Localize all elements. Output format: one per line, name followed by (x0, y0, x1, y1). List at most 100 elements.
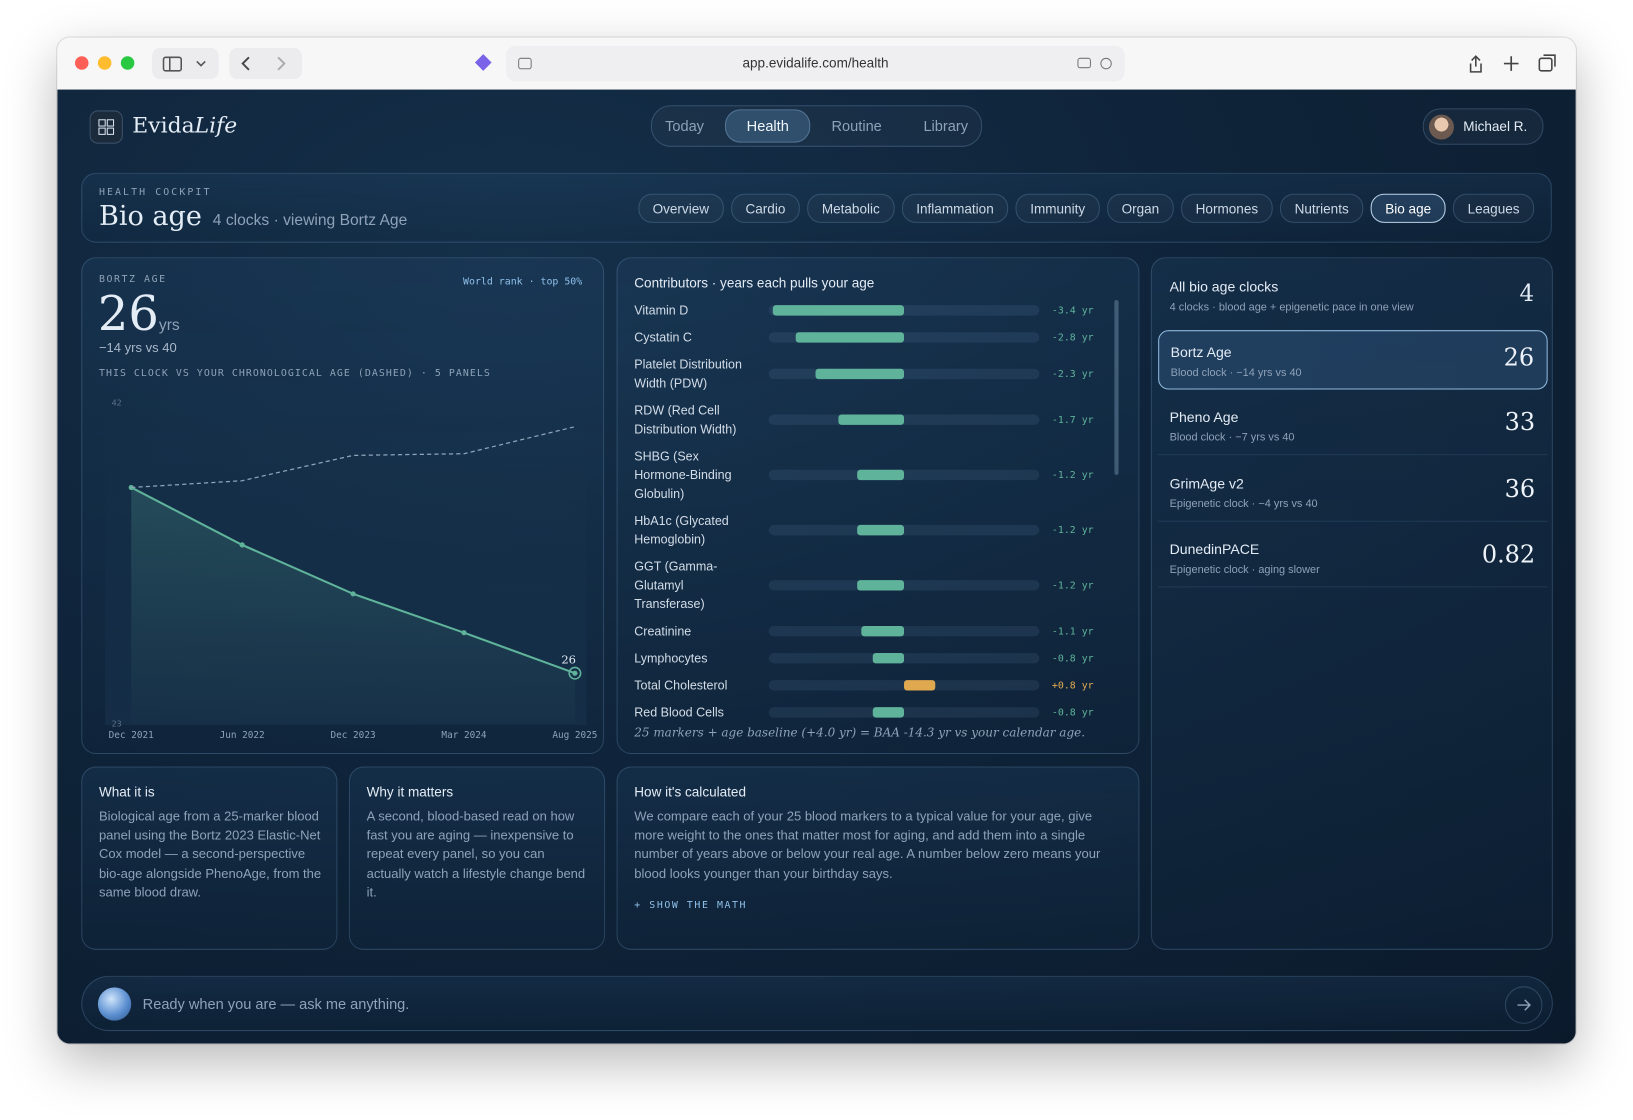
x-tick-label: Aug 2025 (552, 730, 597, 741)
info-card: Why it matters A second, blood-based rea… (348, 766, 606, 950)
value-label: -3.4 yr (1051, 304, 1094, 317)
tab[interactable]: Immunity (1015, 193, 1100, 223)
scrollbar[interactable] (1114, 299, 1119, 475)
clock-row[interactable]: GrimAge v2 Epigenetic clock · −4 yrs vs 4… (1158, 462, 1548, 522)
contributor-row[interactable]: Red Blood Cells -0.8 yr (634, 699, 1124, 722)
contributor-row[interactable]: RDW (Red Cell Distribution Width) -1.7 yr (634, 397, 1124, 443)
marker-name: SHBG (Sex Hormone-Binding Globulin) (634, 448, 732, 501)
card-body: We compare each of your 25 blood markers… (634, 809, 1101, 881)
logo-glyph (98, 119, 115, 135)
point (350, 591, 356, 597)
clock-name: GrimAge v2 (1169, 475, 1244, 492)
nav-item[interactable]: Today (665, 117, 704, 135)
bar (873, 707, 905, 718)
url: app.evidalife.com/health (742, 55, 889, 71)
history-buttons[interactable] (229, 47, 303, 80)
bar (795, 332, 905, 343)
nav-item[interactable]: Routine (831, 117, 882, 135)
x-tick-label: Dec 2023 (331, 730, 376, 741)
value-label: -0.8 yr (1051, 652, 1094, 664)
tab[interactable]: Organ (1106, 193, 1174, 223)
nav-item[interactable]: Health (724, 109, 811, 143)
contributor-row[interactable]: Lymphocytes -0.8 yr (634, 645, 1124, 672)
clocks-panel: All bio age clocks 4 clocks · blood age … (1150, 257, 1553, 950)
marker-name: Cystatin C (634, 330, 692, 345)
user-menu[interactable]: Michael R. (1422, 108, 1544, 145)
chart-caption: THIS CLOCK VS YOUR CHRONOLOGICAL AGE (DA… (98, 367, 491, 380)
tab[interactable]: Nutrients (1279, 193, 1364, 223)
trend-chart: 23 42 Dec 2021 Jun 2022 Dec 2023 Mar 2024 Aug … (105, 393, 597, 741)
contributor-row[interactable]: Platelet Distribution Width (PDW) -2.3 yr (634, 351, 1124, 397)
close-button[interactable] (74, 56, 89, 70)
value-label: -1.2 yr (1051, 524, 1094, 536)
contributors-title: Contributors · years each pulls your age (634, 274, 875, 291)
card-title: What it is (98, 784, 155, 800)
extension-icon[interactable] (473, 52, 494, 73)
bar (857, 469, 905, 481)
history-icons (241, 56, 286, 71)
card-title: Why it matters (366, 784, 454, 800)
card-title: How it's calculated (634, 784, 746, 800)
browser-toolbar: app.evidalife.com/health (57, 37, 1576, 91)
minimize-button[interactable] (97, 56, 112, 70)
contributors-note: 25 markers + age baseline (+4.0 yr) = BA… (634, 724, 1086, 740)
tab[interactable]: Hormones (1181, 193, 1273, 223)
end-label: 26 (561, 653, 576, 667)
tab[interactable]: Cardio (730, 193, 800, 223)
nav-item[interactable]: Library (923, 117, 969, 135)
header-card: HEALTH COCKPIT Bio age 4 clocks · viewin… (81, 172, 1552, 243)
sidebar-button[interactable] (152, 47, 219, 80)
clock-row[interactable]: DunedinPACE Epigenetic clock · aging slow… (1158, 528, 1548, 588)
contributor-row[interactable]: GGT (Gamma-Glutamyl Transferase) -1.2 yr (634, 553, 1124, 618)
tab[interactable]: Metabolic (807, 193, 895, 223)
chronological-line (131, 426, 576, 489)
clock-value: 26 (1503, 344, 1535, 372)
send-button[interactable] (1504, 986, 1543, 1024)
chat-placeholder: Ready when you are — ask me anything. (142, 995, 410, 1013)
toolbar-actions[interactable] (1465, 51, 1564, 76)
address-bar[interactable]: app.evidalife.com/health (506, 45, 1125, 82)
contributor-row[interactable]: Vitamin D -3.4 yr (634, 297, 1124, 324)
contributor-row[interactable]: HbA1c (Glycated Hemoglobin) -1.2 yr (634, 507, 1124, 553)
age-readout: 26yrs (98, 285, 180, 341)
bar-track (768, 332, 1040, 343)
age-unit: yrs (158, 316, 180, 335)
logo-mark[interactable] (89, 110, 123, 144)
contributors-list[interactable]: Vitamin D -3.4 yr Cystatin C -2.8 yr Platele… (634, 297, 1124, 722)
tab[interactable]: Leagues (1453, 193, 1535, 223)
clock-value: 33 (1504, 409, 1536, 437)
bar-track (768, 469, 1040, 481)
clock-row[interactable]: Pheno Age Blood clock · −7 yrs vs 40 33 (1158, 396, 1548, 456)
value-label: -2.3 yr (1051, 368, 1094, 380)
contributor-row[interactable]: Creatinine -1.1 yr (634, 618, 1124, 645)
clock-panel: BORTZ AGE World rank · top 50% 26yrs −14… (81, 257, 605, 755)
value-label: +0.8 yr (1051, 679, 1094, 692)
tab[interactable]: Overview (638, 193, 724, 223)
chat-bar[interactable]: Ready when you are — ask me anything. (81, 975, 1553, 1032)
assistant-orb (97, 987, 132, 1021)
app: EvidaLife Today Health Routine Library Mich… (57, 89, 1576, 1044)
clock-row[interactable]: Bortz Age Blood clock · −14 yrs vs 40 26 (1158, 330, 1548, 390)
tab[interactable]: Bio age (1370, 193, 1446, 223)
brand-main: Evida (132, 112, 195, 138)
show-math-link[interactable]: + SHOW THE MATH (634, 899, 748, 912)
tab[interactable]: Inflammation (901, 193, 1009, 223)
contributor-row[interactable]: SHBG (Sex Hormone-Binding Globulin) -1.2 … (634, 443, 1124, 508)
marker-name: Platelet Distribution Width (PDW) (634, 357, 742, 391)
contributor-row[interactable]: Cystatin C -2.8 yr (634, 324, 1124, 351)
contributor-row[interactable]: Total Cholesterol +0.8 yr (634, 672, 1124, 699)
value-label: -1.2 yr (1051, 469, 1094, 481)
world-rank[interactable]: World rank · top 50% (463, 275, 583, 288)
zoom-button[interactable] (120, 56, 135, 70)
clocks-count: 4 (1519, 281, 1535, 308)
card-body: A second, blood-based read on how fast y… (366, 809, 586, 900)
value-label: -1.2 yr (1051, 579, 1094, 592)
y-tick-label: 23 (112, 718, 122, 728)
end-ring (568, 666, 582, 680)
clock-name: Bortz Age (1170, 344, 1232, 361)
avatar (1428, 114, 1454, 140)
marker-name: GGT (Gamma-Glutamyl Transferase) (634, 559, 718, 612)
brand-italic: Life (194, 112, 238, 138)
bar (772, 305, 905, 316)
clock-name: DunedinPACE (1169, 541, 1260, 558)
